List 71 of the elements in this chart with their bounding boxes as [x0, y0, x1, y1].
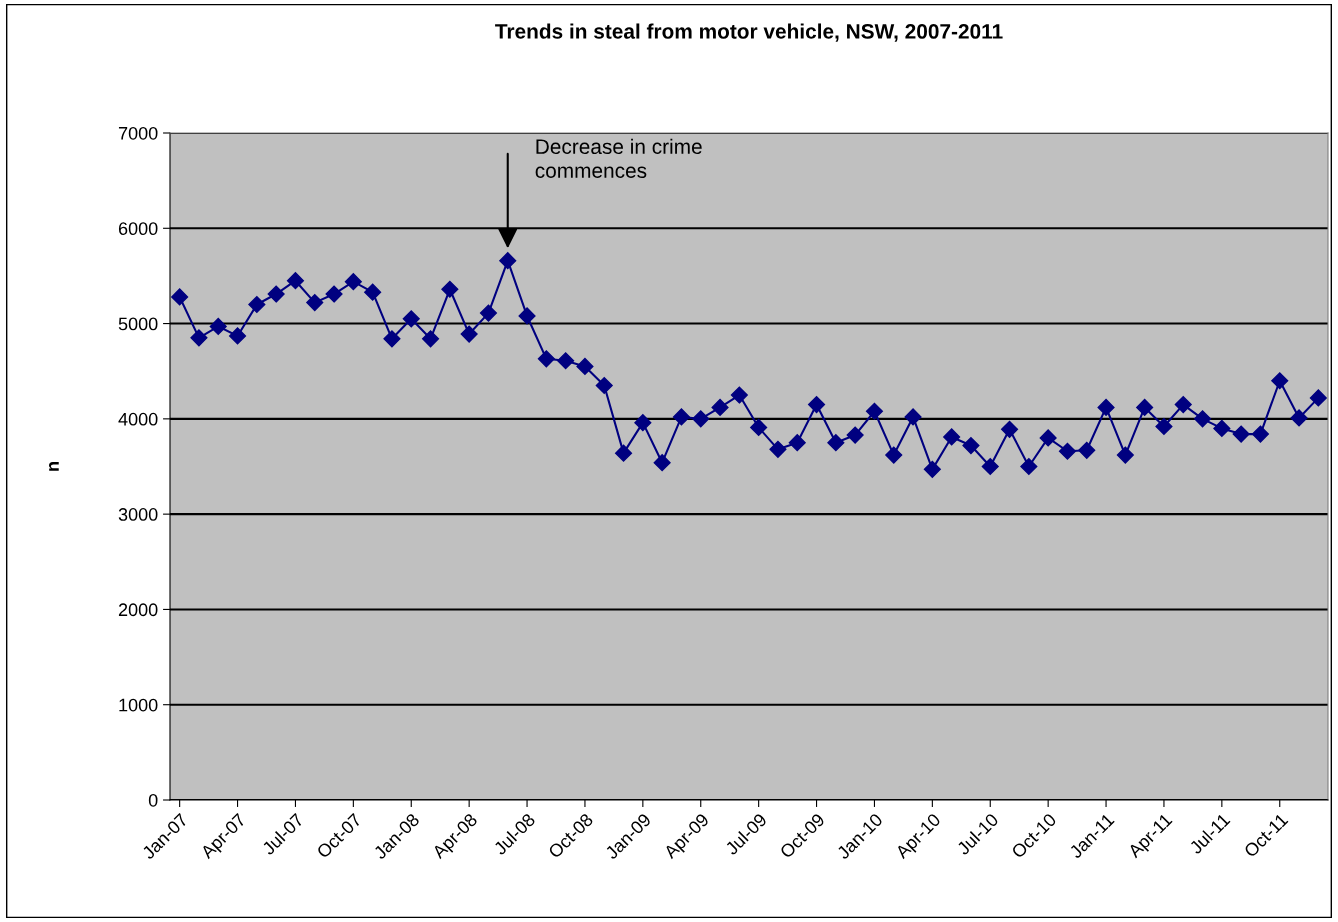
point [614, 444, 633, 462]
point [1039, 429, 1057, 447]
point [943, 428, 961, 446]
point [1097, 398, 1115, 416]
point [1116, 446, 1134, 464]
point [846, 426, 864, 444]
point [306, 294, 324, 312]
y-tick-label: 2000 [118, 603, 158, 617]
y-tick-label: 7000 [118, 126, 158, 140]
point [653, 454, 671, 472]
y-tick-label: 6000 [118, 222, 158, 236]
point [904, 408, 922, 426]
point [1232, 425, 1250, 443]
y-tick-label: 0 [148, 793, 158, 807]
point [421, 330, 440, 348]
point [1213, 419, 1231, 437]
point [962, 436, 980, 455]
point [595, 376, 613, 395]
point [1271, 372, 1289, 390]
point [730, 386, 748, 404]
point [788, 434, 806, 452]
point [827, 434, 845, 452]
point [171, 288, 189, 306]
point [981, 457, 999, 476]
point [190, 329, 208, 347]
point [402, 310, 420, 328]
point [286, 272, 305, 290]
point [383, 330, 401, 348]
point [1058, 442, 1077, 460]
point [441, 280, 459, 298]
point [518, 307, 536, 325]
point [267, 285, 285, 303]
point [1193, 410, 1212, 428]
y-tick-label: 4000 [118, 412, 158, 426]
point [364, 283, 382, 301]
point [692, 410, 710, 428]
point [769, 440, 787, 458]
point [711, 398, 729, 416]
point [1078, 441, 1096, 459]
point [1020, 457, 1038, 476]
point [807, 396, 826, 414]
annotation: Decrease in crime commences [535, 138, 702, 178]
point [576, 357, 594, 376]
point [344, 273, 362, 291]
y-axis-title: n [49, 462, 59, 471]
point [325, 285, 343, 303]
point [499, 252, 517, 270]
point [479, 304, 498, 322]
point [672, 408, 691, 426]
point [1136, 398, 1154, 416]
point [923, 460, 941, 478]
point [228, 327, 247, 345]
point [460, 325, 478, 343]
point [885, 446, 903, 464]
point [865, 402, 884, 420]
point [1251, 425, 1270, 443]
y-tick-label: 3000 [118, 508, 158, 521]
y-tick-label: 5000 [118, 317, 158, 331]
y-tick-label: 1000 [119, 698, 158, 712]
point [1309, 389, 1327, 407]
chart-title: Trends in steal from motor vehicle, NSW, 2007-2011 [495, 23, 1003, 42]
point [1000, 420, 1019, 438]
point [1155, 417, 1173, 436]
point [209, 317, 227, 335]
point [557, 352, 575, 370]
point [1174, 396, 1192, 414]
point [248, 295, 266, 314]
point [1290, 409, 1308, 427]
point [537, 350, 555, 368]
point [750, 418, 768, 436]
point [634, 414, 652, 432]
